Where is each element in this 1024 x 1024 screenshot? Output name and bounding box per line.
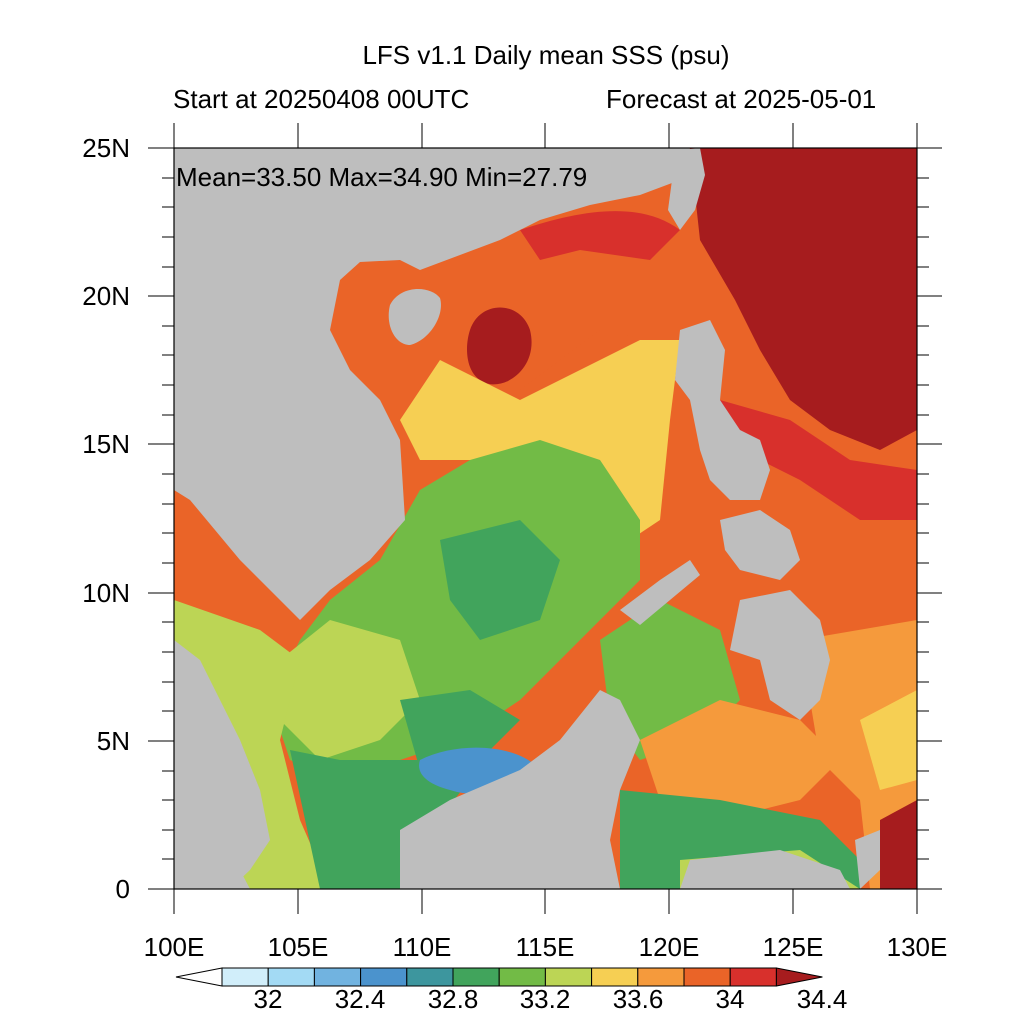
lon-tick-label: 115E	[516, 932, 575, 962]
lon-tick-label: 105E	[268, 932, 329, 962]
colorbar-label: 33.6	[613, 984, 664, 1014]
lat-ticks	[148, 177, 942, 860]
stats-label: Mean=33.50 Max=34.90 Min=27.79	[176, 162, 588, 192]
lon-tick-label: 120E	[639, 932, 700, 962]
colorbar-label: 32.4	[335, 984, 386, 1014]
lat-tick-label: 15N	[82, 429, 130, 459]
lon-tick-label: 100E	[144, 932, 205, 962]
colorbar-label: 33.2	[520, 984, 571, 1014]
lon-tick-label: 130E	[887, 932, 948, 962]
lat-tick-label: 0	[116, 874, 130, 904]
salinity-region	[860, 690, 917, 790]
colorbar	[175, 967, 823, 987]
colorbar-labels: 32 32.4 32.8 33.2 33.6 34 34.4	[254, 984, 848, 1014]
salinity-region	[720, 400, 917, 520]
salinity-region	[640, 700, 840, 820]
lon-tick-label: 125E	[763, 932, 824, 962]
map-panel	[174, 148, 917, 889]
lon-ticks	[297, 123, 794, 914]
lat-tick-label: 10N	[82, 578, 130, 608]
salinity-region	[520, 211, 680, 260]
lat-tick-label: 20N	[82, 281, 130, 311]
salinity-region	[690, 148, 917, 450]
salinity-region	[440, 520, 560, 640]
colorbar-label: 32	[254, 984, 283, 1014]
colorbar-swatch	[175, 967, 223, 987]
lon-tick-label: 110E	[393, 932, 452, 962]
forecast-time-label: Forecast at 2025-05-01	[606, 84, 877, 114]
colorbar-label: 34.4	[797, 984, 848, 1014]
colorbar-label: 32.8	[428, 984, 479, 1014]
salinity-region	[290, 750, 470, 889]
start-time-label: Start at 20250408 00UTC	[173, 84, 470, 114]
lat-tick-label: 5N	[97, 726, 130, 756]
colorbar-label: 34	[716, 984, 745, 1014]
salinity-region	[280, 620, 420, 760]
colorbar-swatch	[775, 967, 823, 987]
lat-tick-label: 25N	[82, 133, 130, 163]
lon-labels: 100E 105E 110E 115E 120E 125E 130E	[144, 932, 948, 962]
lat-labels: 25N 20N 15N 10N 5N 0	[82, 133, 130, 904]
salinity-region	[880, 800, 917, 889]
land	[174, 148, 880, 889]
salinity-region	[467, 307, 532, 385]
map-title: LFS v1.1 Daily mean SSS (psu)	[362, 40, 730, 70]
